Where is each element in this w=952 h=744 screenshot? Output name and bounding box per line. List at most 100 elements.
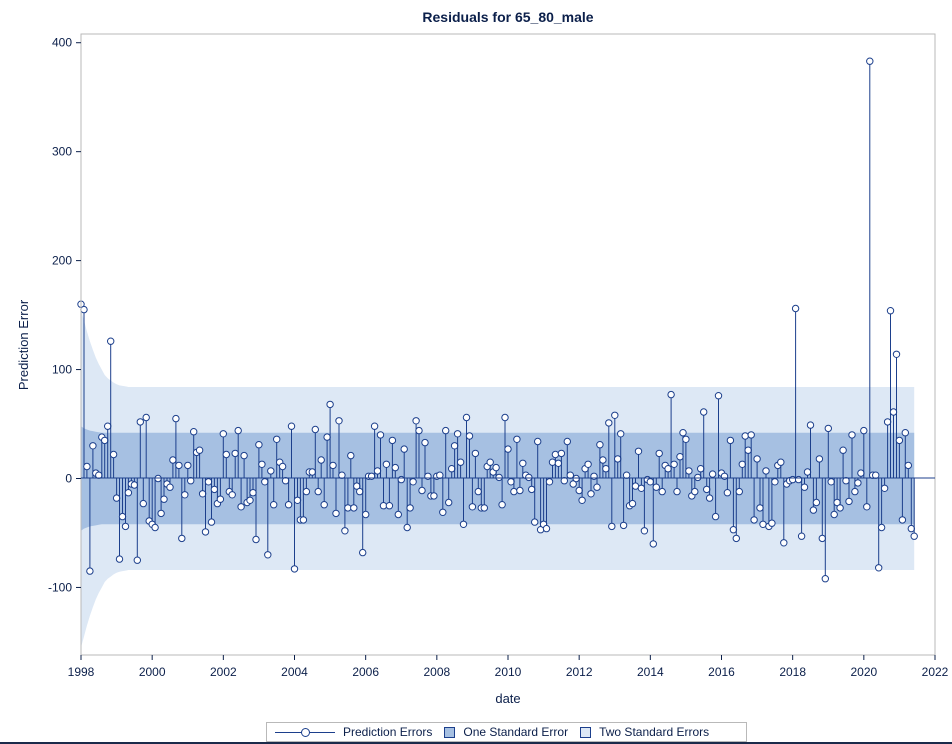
prediction-error-point [528,478,536,494]
prediction-error-point [184,461,192,479]
prediction-error-point [510,478,518,496]
prediction-error-point [875,478,883,572]
prediction-error-point [619,478,628,530]
prediction-error-point [379,478,388,510]
prediction-error-point [258,460,266,479]
x-tick-label: 2012 [566,665,593,679]
prediction-error-point [827,478,835,486]
prediction-error-point [133,478,142,564]
prediction-error-point [815,455,824,479]
prediction-error-point [818,478,826,543]
prediction-error-point [448,465,456,479]
prediction-error-point [453,430,462,479]
prediction-error-point [794,475,803,484]
y-axis-label: Prediction Error [16,299,31,390]
legend-line-marker-icon [275,727,335,738]
prediction-error-point [462,413,471,479]
prediction-error-point [198,478,207,498]
prediction-error-point [246,478,254,504]
prediction-error-point [596,441,604,479]
prediction-error-point [812,478,821,507]
prediction-error-point [115,478,124,563]
x-tick-label: 2004 [281,665,308,679]
prediction-error-point [557,449,566,479]
prediction-error-point [750,478,758,524]
prediction-error-point [157,478,165,518]
prediction-error-point [347,451,355,479]
y-tick-label: -100 [48,580,72,594]
legend-swatch-two-se [580,726,592,738]
prediction-error-point [640,478,649,535]
prediction-error-point [676,453,684,479]
prediction-error-point [548,458,557,479]
prediction-error-point [732,478,740,543]
prediction-error-point [139,478,148,508]
x-tick-label: 2000 [139,665,166,679]
prediction-error-point [910,478,918,540]
prediction-error-point [178,478,186,543]
prediction-error-point [468,478,477,511]
legend-swatch-one-se [444,726,456,738]
x-axis-label: date [495,691,520,706]
prediction-error-point [151,478,159,532]
prediction-error-point [350,478,358,512]
prediction-error-point [142,413,150,479]
prediction-error-point [803,468,812,479]
prediction-error-point [839,446,847,479]
prediction-error-point [534,437,542,479]
x-tick-label: 2016 [708,665,735,679]
prediction-error-point [121,478,130,531]
prediction-error-point [290,478,299,573]
prediction-error-point [830,478,838,519]
prediction-error-point [376,431,385,479]
prediction-error-point [705,478,714,502]
y-tick-label: 0 [65,472,72,486]
prediction-error-point [311,425,319,479]
prediction-error-point [308,468,316,479]
prediction-error-point [299,478,308,524]
prediction-error-point [771,478,779,486]
prediction-error-point [637,478,646,492]
prediction-error-point [513,435,521,479]
prediction-error-point [400,445,408,479]
prediction-error-point [83,462,91,479]
prediction-error-point [863,478,871,511]
prediction-error-point [267,467,275,479]
prediction-error-point [892,350,901,479]
prediction-error-point [335,417,343,479]
prediction-error-point [866,57,874,479]
prediction-error-point [80,305,88,479]
prediction-error-point [658,478,666,496]
prediction-error-point [166,478,174,491]
prediction-error-point [172,414,180,479]
x-tick-label: 2020 [850,665,877,679]
y-tick-label: 200 [52,254,72,268]
prediction-error-point [809,478,818,514]
prediction-error-point [284,478,293,509]
chart-title: Residuals for 65_80_male [422,9,594,25]
prediction-error-point [264,478,272,559]
prediction-error-point [302,478,311,496]
prediction-error-point [628,478,637,508]
prediction-error-point [391,463,399,479]
prediction-error-point [270,478,278,509]
prediction-error-point [708,470,717,479]
x-tick-label: 2022 [922,665,949,679]
prediction-error-point [204,478,213,486]
prediction-error-point [507,478,515,486]
prediction-error-point [362,478,370,519]
prediction-error-point [190,428,198,479]
prediction-error-point [498,478,506,509]
prediction-error-point [317,456,325,479]
prediction-error-point [554,459,563,479]
y-tick-label: 400 [52,36,72,50]
prediction-error-point [169,456,177,479]
prediction-error-point [907,478,915,533]
prediction-error-point [753,455,761,479]
prediction-error-point [323,433,331,479]
prediction-error-point [860,426,868,479]
prediction-error-point [234,426,242,479]
prediction-error-point [791,304,800,479]
prediction-error-point [293,478,302,504]
x-tick-label: 1998 [68,665,95,679]
